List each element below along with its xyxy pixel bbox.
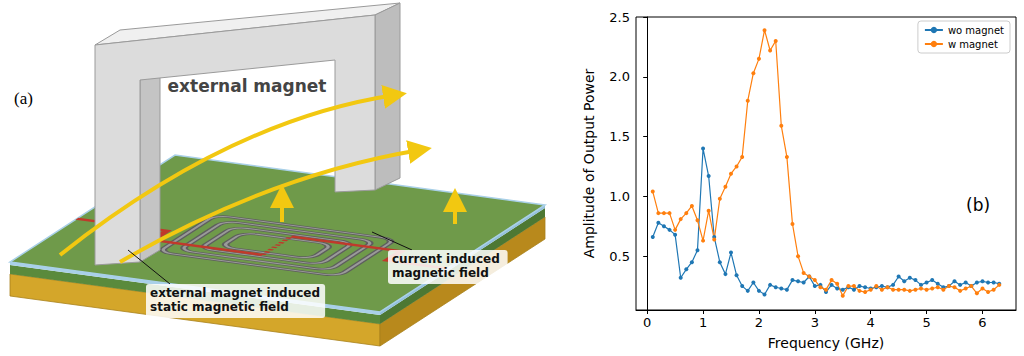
- svg-text:wo magnet: wo magnet: [948, 25, 1004, 36]
- svg-text:external magnet: external magnet: [168, 76, 327, 96]
- svg-text:w magnet: w magnet: [948, 39, 998, 50]
- svg-text:1: 1: [699, 315, 707, 330]
- svg-text:1.5: 1.5: [609, 129, 630, 144]
- svg-text:2: 2: [755, 315, 763, 330]
- svg-text:0: 0: [643, 315, 651, 330]
- svg-text:Frequency (GHz): Frequency (GHz): [768, 335, 884, 351]
- svg-text:2.0: 2.0: [609, 69, 630, 84]
- svg-text:(a): (a): [14, 89, 33, 108]
- svg-text:static magnetic field: static magnetic field: [150, 300, 289, 314]
- svg-text:external magnet induced: external magnet induced: [150, 286, 320, 300]
- svg-text:6: 6: [978, 315, 986, 330]
- svg-text:magnetic field: magnetic field: [392, 266, 489, 280]
- svg-text:Amplitude of Output Power: Amplitude of Output Power: [581, 68, 597, 258]
- svg-text:(b): (b): [966, 195, 990, 215]
- svg-text:5: 5: [922, 315, 930, 330]
- svg-text:0.5: 0.5: [609, 249, 630, 264]
- svg-text:2.5: 2.5: [609, 10, 630, 25]
- svg-text:4: 4: [867, 315, 875, 330]
- svg-text:3: 3: [811, 315, 819, 330]
- svg-text:1.0: 1.0: [609, 189, 630, 204]
- svg-text:current induced: current induced: [392, 252, 500, 266]
